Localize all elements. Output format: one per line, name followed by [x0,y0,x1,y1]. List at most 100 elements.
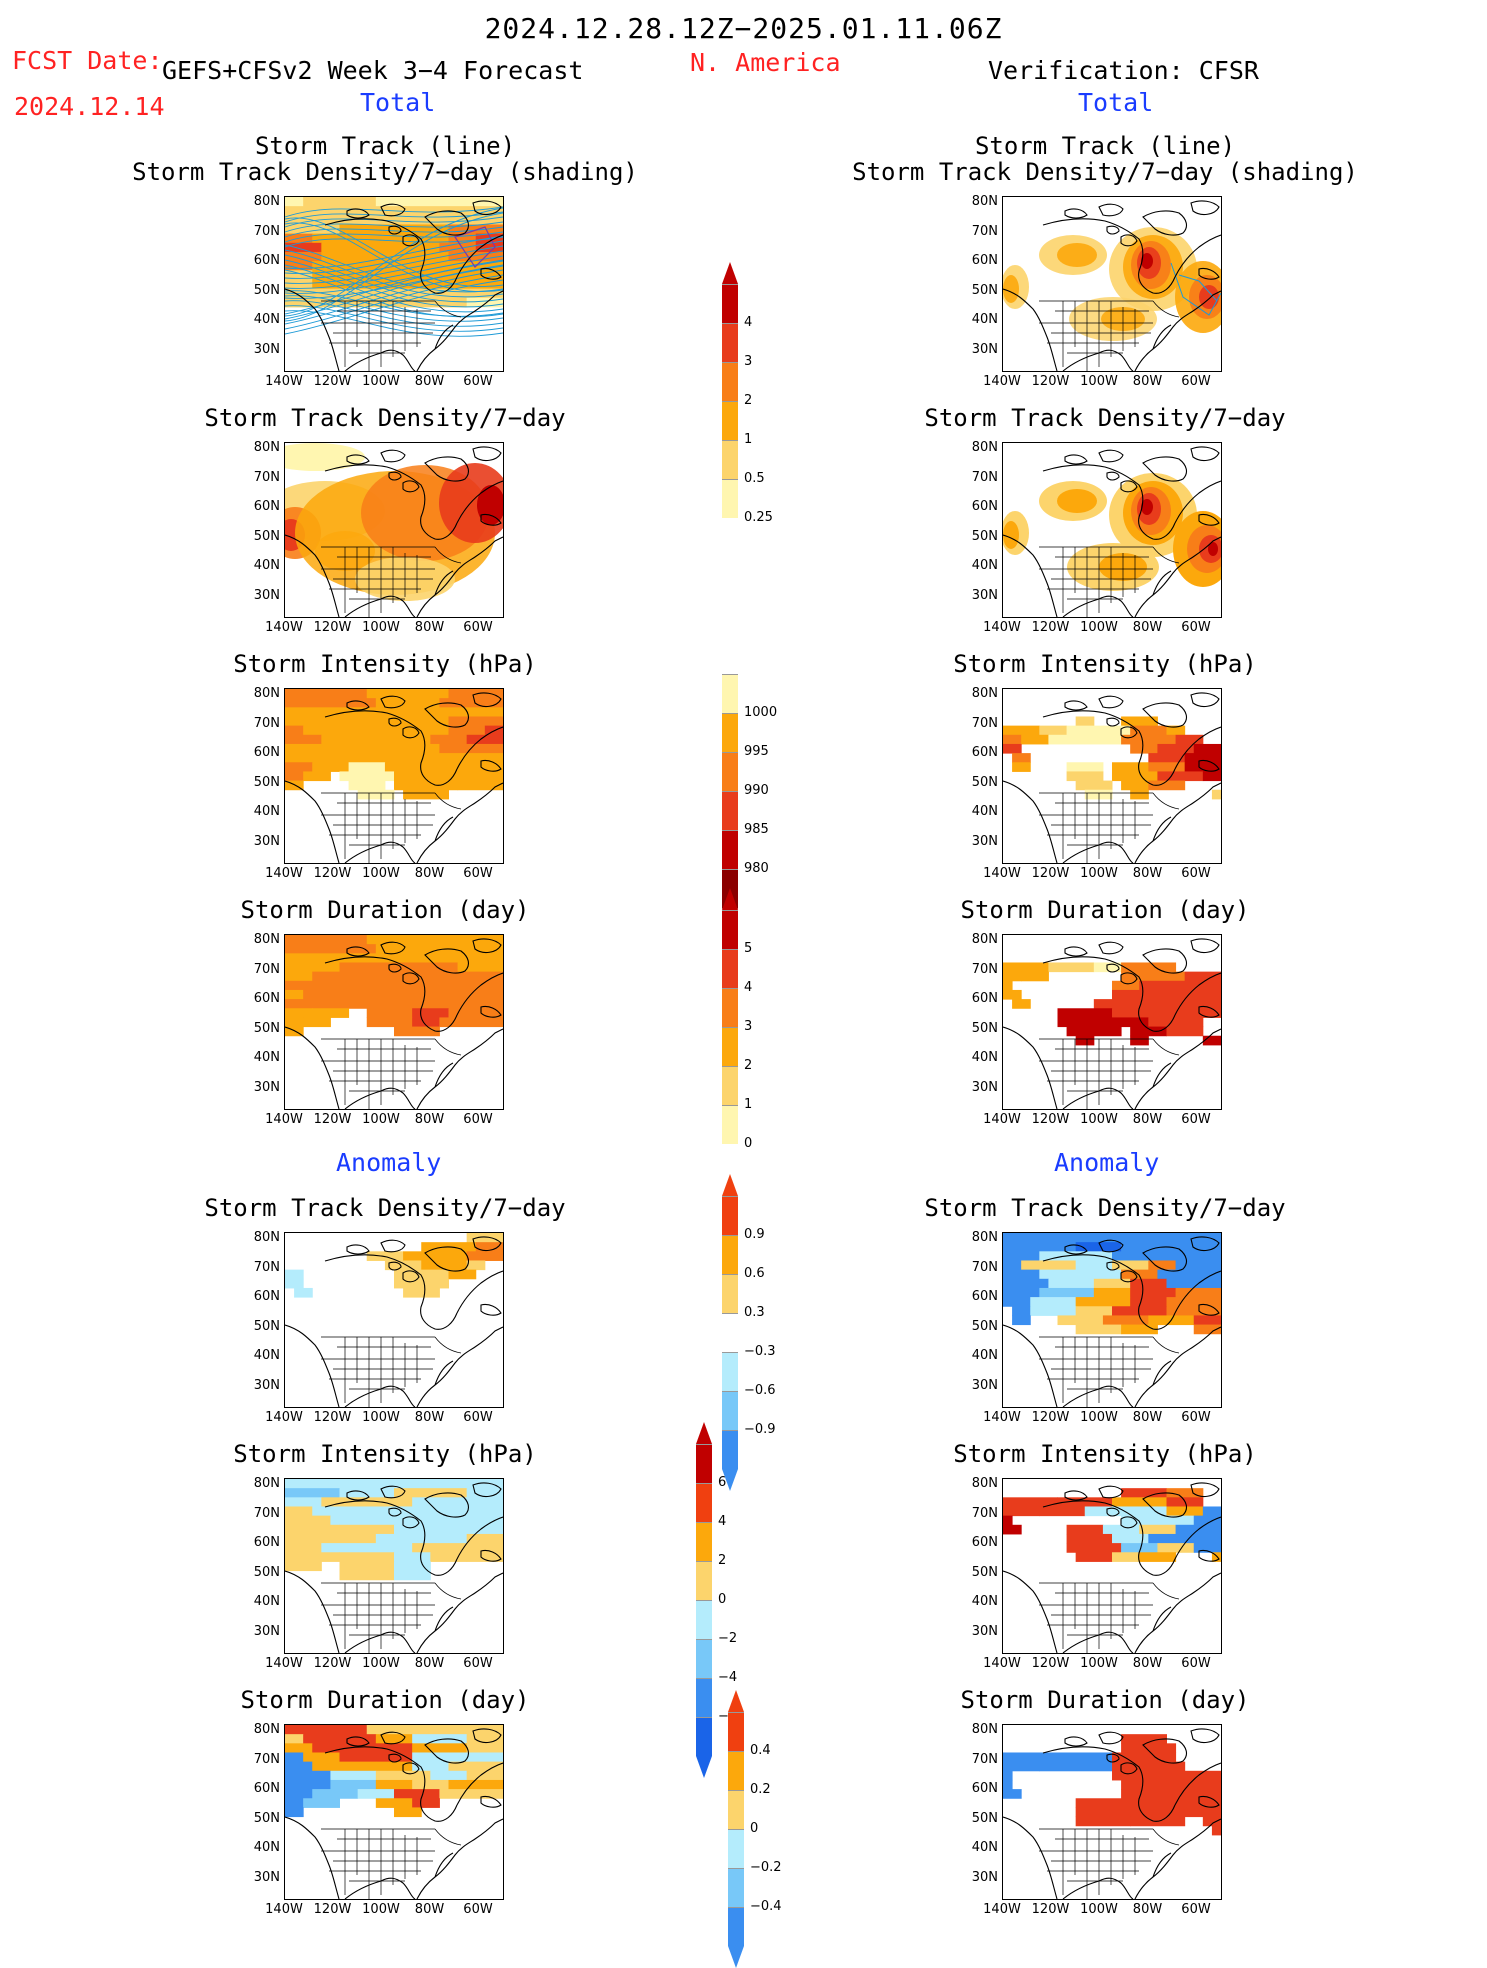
anom-storm-duration-map-forecast [284,1724,504,1900]
colorbar-label: 0.4 [750,1743,771,1758]
lat-tick-label: 80N [253,1476,280,1491]
colorbar-swatch [696,1483,712,1522]
lon-tick-label: 120W [1031,1112,1070,1127]
lat-tick-label: 80N [253,1230,280,1245]
anom-track-density-plot-verification [1003,1233,1221,1407]
lat-tick-label: 70N [253,1505,280,1521]
colorbar-label: 995 [744,744,769,759]
lon-tick-label: 100W [1080,1112,1118,1127]
colorbar-swatch [722,1391,738,1430]
main-title: 2024.12.28.12Z−2025.01.11.06Z [484,12,1003,45]
colorbar-label: 2 [718,1553,727,1568]
lat-tick-label: 30N [253,833,280,849]
panel-title-track-shade-left: Storm Track Density/7−day (shading) [132,158,638,186]
lon-tick-label: 60W [463,374,493,389]
anom-storm-intensity-plot-verification [1003,1482,1221,1653]
anom-track-density-plot-forecast [285,1233,503,1407]
lat-tick-label: 50N [253,774,280,790]
lon-tick-label: 120W [313,1410,352,1425]
storm-intensity-map-verification [1002,688,1222,864]
lon-tick-label: 140W [265,1902,303,1917]
lat-tick-label: 60N [253,499,280,514]
lat-tick-label: 60N [971,1781,998,1796]
density-colorbar: 4 3 2 1 0.5 0.25 [722,262,773,525]
lat-tick-label: 50N [971,1020,998,1036]
lat-tick-label: 50N [971,282,998,298]
colorbar-label: 4 [744,980,753,995]
lat-tick-label: 30N [253,587,280,603]
colorbar-swatch [722,1196,738,1235]
colorbar-swatch [722,791,738,830]
panel-title-density-right: Storm Track Density/7−day [924,404,1286,432]
lon-tick-label: 100W [1080,1656,1118,1671]
lat-tick-label: 70N [253,715,280,731]
lon-tick-label: 120W [1031,1902,1070,1917]
colorbar-swatch [722,713,738,752]
panel-title-track-line-right: Storm Track (line) [974,132,1236,160]
lat-tick-label: 60N [971,1289,998,1304]
storm-track-map-verification [1002,196,1222,372]
lat-tick-label: 30N [253,1623,280,1639]
lon-tick-label: 100W [1080,1902,1118,1917]
lat-tick-label: 30N [971,1079,998,1095]
lon-tick-label: 80W [1132,620,1163,635]
fcst-label: FCST Date: [12,46,163,75]
colorbar-label: 0 [718,1592,727,1607]
lat-tick-label: 70N [253,1751,280,1767]
lat-tick-label: 50N [971,774,998,790]
lat-tick-label: 80N [253,1722,280,1737]
lat-tick-label: 40N [253,804,280,819]
lat-tick-label: 70N [971,1505,998,1521]
colorbar-swatch [722,752,738,791]
colorbar-swatch [722,1066,738,1105]
colorbar-label: 0.9 [744,1227,765,1242]
colorbar-swatch [722,1352,738,1391]
lon-tick-label: 100W [362,1112,400,1127]
duration-colorbar: 5 4 3 2 1 0 [722,888,752,1151]
colorbar-label: 0.5 [744,471,765,486]
colorbar-label: 3 [744,354,753,369]
lon-tick-label: 120W [1031,620,1070,635]
storm-duration-plot-forecast [285,935,503,1109]
lat-tick-label: 40N [253,558,280,573]
lat-tick-label: 60N [253,1781,280,1796]
panel-title-anom-duration-left: Storm Duration (day) [240,1686,530,1714]
storm-intensity-plot-forecast [285,689,503,863]
panel-title-anom-density-left: Storm Track Density/7−day [204,1194,566,1222]
panel-title-intensity-left: Storm Intensity (hPa) [233,650,537,678]
colorbar-swatch [696,1444,712,1483]
colorbar-label: −0.6 [744,1383,776,1398]
colorbar-swatch [696,1600,712,1639]
lat-tick-label: 30N [971,833,998,849]
panel-title-anom-intensity-right: Storm Intensity (hPa) [953,1440,1257,1468]
colorbar-swatch [722,1027,738,1066]
colorbar-label: 6 [718,1475,727,1490]
colorbar-swatch [722,910,738,949]
anom-storm-intensity-map-forecast [284,1478,504,1654]
panel-title-track-shade-right: Storm Track Density/7−day (shading) [852,158,1358,186]
colorbar-bottom-arrow [722,1469,738,1491]
lon-tick-label: 100W [362,620,400,635]
lon-tick-label: 80W [414,866,445,881]
colorbar-label: 985 [744,822,769,837]
lon-tick-label: 80W [1132,1656,1163,1671]
storm-duration-plot-verification [1003,938,1221,1109]
lat-tick-label: 60N [971,1535,998,1550]
lon-tick-label: 60W [1181,866,1211,881]
lon-tick-label: 140W [265,374,303,389]
colorbar-top-arrow [722,262,738,284]
colorbar-label: 1 [744,1097,753,1112]
colorbar-top-arrow [728,1690,744,1712]
colorbar-swatch [722,284,738,323]
lon-tick-label: 140W [983,866,1021,881]
lat-tick-label: 70N [971,961,998,977]
lon-tick-label: 80W [1132,1902,1163,1917]
lon-tick-label: 100W [362,1656,400,1671]
colorbar-label: 0.6 [744,1266,765,1281]
colorbar-label: −2 [718,1631,738,1646]
lat-tick-label: 50N [253,528,280,544]
colorbar-label: 4 [744,315,753,330]
colorbar-label: 1000 [744,705,778,720]
colorbar-swatch [728,1868,744,1907]
lon-tick-label: 60W [463,1656,493,1671]
